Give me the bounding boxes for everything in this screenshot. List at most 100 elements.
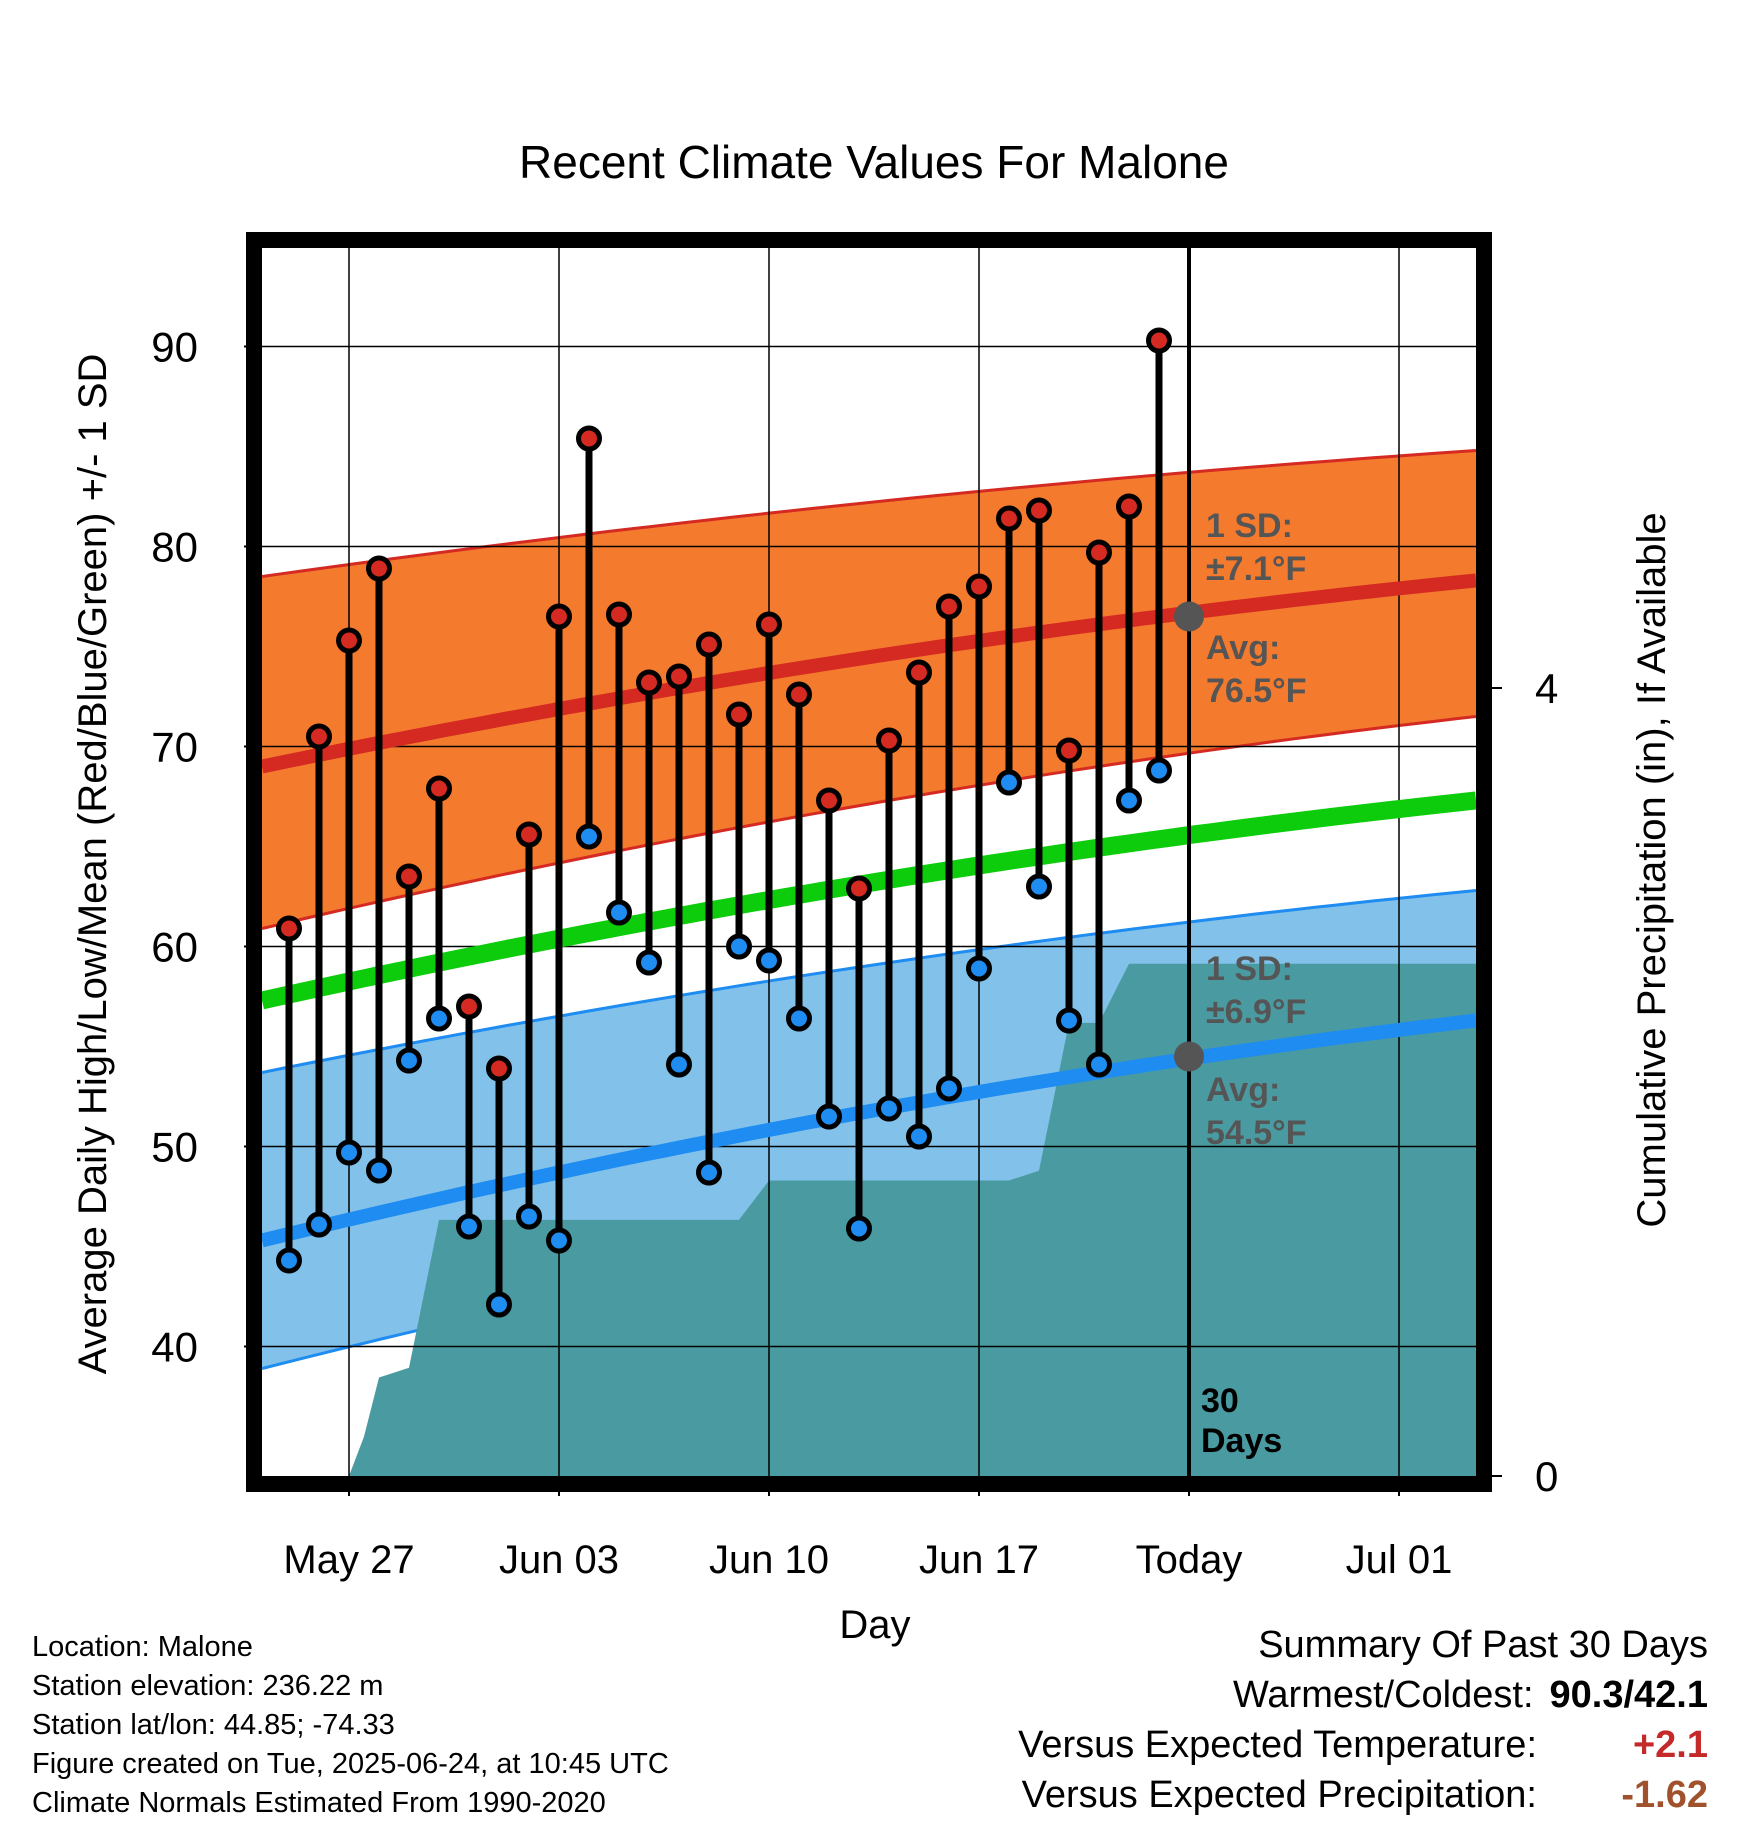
low-point [516, 1203, 542, 1230]
high-point [876, 727, 902, 754]
high-point [936, 593, 962, 620]
high-point [276, 915, 302, 942]
low-point [846, 1215, 872, 1242]
high-point [1026, 497, 1052, 524]
today-window-label-line2: Days [1201, 1422, 1282, 1460]
high-point [696, 631, 722, 658]
precip-deviation-label: Versus Expected Precipitation: [1021, 1774, 1537, 1816]
low-point [966, 955, 992, 982]
plot-border [246, 232, 1492, 1492]
high-point [816, 787, 842, 814]
y-left-tick-label: 40 [151, 1324, 198, 1371]
elevation-text: Station elevation: 236.22 m [32, 1670, 384, 1702]
summary-temperature: Versus Expected Temperature: +2.1 [1018, 1720, 1708, 1770]
high-point [966, 573, 992, 600]
high-point [1056, 737, 1082, 764]
low-point [426, 1005, 452, 1032]
station-info: Location: Malone Station elevation: 236.… [32, 1628, 669, 1823]
high-point [396, 863, 422, 890]
plot-frame [246, 232, 1492, 1492]
low-upper-sd-line [262, 889, 1476, 1074]
low-point [1026, 873, 1052, 900]
high-lower-sd-line [262, 715, 1476, 930]
low-sd-annotation-line2: ±6.9°F [1206, 993, 1306, 1031]
created-text: Figure created on Tue, 2025-06-24, at 10… [32, 1748, 669, 1780]
low-point [996, 769, 1022, 796]
high-point [846, 875, 872, 902]
summary-panel: Summary Of Past 30 Days Warmest/Coldest:… [1018, 1620, 1708, 1820]
precipitation-area [349, 963, 1476, 1476]
low-point [876, 1095, 902, 1122]
temp-deviation-value: +2.1 [1632, 1724, 1708, 1766]
precip-deviation-value: -1.62 [1621, 1774, 1708, 1816]
low-point [1146, 757, 1172, 784]
cumulative-precipitation [349, 963, 1476, 1476]
low-point [636, 949, 662, 976]
low-point [336, 1139, 362, 1166]
low-point [366, 1157, 392, 1184]
low-point [726, 933, 752, 960]
low-point [816, 1103, 842, 1130]
low-normal-line [262, 1013, 1476, 1248]
summary-precipitation: Versus Expected Precipitation: -1.62 [1018, 1770, 1708, 1820]
high-point [786, 681, 812, 708]
warmest-coldest-label: Warmest/Coldest: [1232, 1674, 1534, 1716]
y-left-tick-label: 80 [151, 524, 198, 571]
high-point [366, 555, 392, 582]
low-point [546, 1227, 572, 1254]
low-point [396, 1047, 422, 1074]
x-tick-label: Jun 10 [709, 1538, 829, 1582]
high-normal-line [262, 573, 1476, 774]
y-right-tick-label: 0 [1535, 1453, 1558, 1500]
high-point [516, 821, 542, 848]
high-point [456, 993, 482, 1020]
daily-range-bars [276, 327, 1172, 1318]
high-point [426, 775, 452, 802]
high-point [996, 505, 1022, 532]
high-sd-band [262, 450, 1476, 929]
high-point [1146, 327, 1172, 354]
high-point [576, 425, 602, 452]
high-point [546, 603, 572, 630]
high-sd-annotation-line2: ±7.1°F [1206, 550, 1306, 588]
high-avg-annotation-line2: 76.5°F [1206, 672, 1307, 710]
summary-warmest-coldest: Warmest/Coldest: 90.3/42.1 [1018, 1670, 1708, 1720]
high-point [666, 663, 692, 690]
normals-text: Climate Normals Estimated From 1990-2020 [32, 1787, 606, 1819]
low-point [456, 1213, 482, 1240]
high-point [906, 659, 932, 686]
x-axis-title: Day [839, 1603, 910, 1647]
x-tick-label: Jun 03 [499, 1538, 619, 1582]
x-tick-label: Today [1136, 1538, 1243, 1582]
location-text: Location: Malone [32, 1631, 253, 1663]
latlon-text: Station lat/lon: 44.85; -74.33 [32, 1709, 395, 1741]
y-left-tick-label: 90 [151, 324, 198, 371]
chart-title: Recent Climate Values For Malone [519, 136, 1229, 188]
high-point [606, 601, 632, 628]
low-point [486, 1291, 512, 1318]
high-avg-annotation-line1: Avg: [1206, 629, 1280, 667]
low-point [1086, 1051, 1112, 1078]
low-point [906, 1123, 932, 1150]
x-tick-label: Jun 17 [919, 1538, 1039, 1582]
high-point [486, 1055, 512, 1082]
high-point [726, 701, 752, 728]
y-left-tick-label: 70 [151, 724, 198, 771]
low-point [936, 1075, 962, 1102]
low-point [666, 1051, 692, 1078]
today-window-label-line1: 30 [1201, 1382, 1239, 1420]
x-tick-label: Jul 01 [1346, 1538, 1453, 1582]
low-point [576, 823, 602, 850]
low-point [276, 1247, 302, 1274]
high-point [336, 627, 362, 654]
temp-deviation-label: Versus Expected Temperature: [1018, 1724, 1537, 1766]
low-point [696, 1159, 722, 1186]
low-avg-annotation-line1: Avg: [1206, 1071, 1280, 1109]
high-point [636, 669, 662, 696]
low-point [1056, 1007, 1082, 1034]
y-left-tick-label: 60 [151, 924, 198, 971]
x-tick-label: May 27 [283, 1538, 414, 1582]
y-right-tick-label: 4 [1535, 665, 1558, 712]
